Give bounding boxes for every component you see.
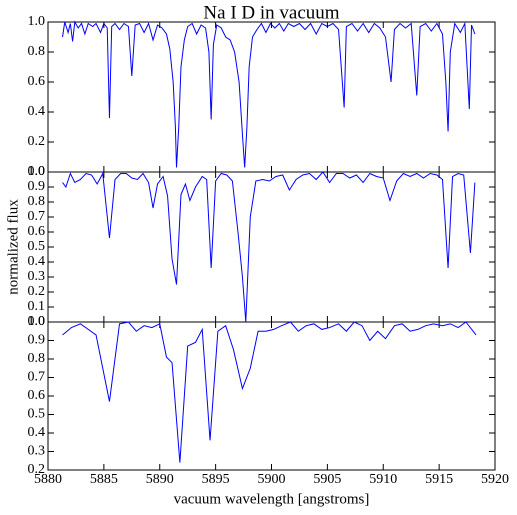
spectrum-line (62, 321, 477, 463)
y-tick-label: 0.5 (28, 239, 46, 254)
y-tick-label: 0.4 (28, 425, 46, 440)
x-tick-label: 5895 (202, 472, 230, 487)
x-tick-label: 5900 (258, 472, 286, 487)
y-tick-label: 0.3 (28, 444, 46, 459)
y-tick-label: 0.5 (28, 407, 46, 422)
y-tick-label: 0.2 (28, 134, 46, 149)
x-tick-label: 5890 (146, 472, 174, 487)
y-tick-label: 0.4 (28, 104, 46, 119)
y-tick-label: 0.7 (28, 370, 46, 385)
x-tick-label: 5915 (425, 472, 453, 487)
y-tick-label: 0.2 (28, 284, 46, 299)
panel-frame (47, 171, 496, 323)
y-tick-label: 0.7 (28, 209, 46, 224)
y-tick-label: 0.4 (28, 254, 46, 269)
y-tick-label: 0.0 (28, 314, 46, 329)
panel-frame (47, 321, 496, 471)
y-tick-label: 0.6 (28, 224, 46, 239)
spectrum-line (62, 171, 476, 323)
x-tick-label: 5905 (313, 472, 341, 487)
y-tick-label: 0.3 (28, 269, 46, 284)
y-tick-label: 1.0 (28, 164, 46, 179)
x-tick-label: 5880 (34, 472, 62, 487)
y-tick-label: 0.9 (28, 333, 46, 348)
x-tick-label: 5885 (90, 472, 118, 487)
y-tick-label: 0.6 (28, 388, 46, 403)
x-axis-label: vacuum wavelength [angstroms] (174, 491, 370, 507)
chart-title: Na I D in vacuum (203, 2, 339, 23)
y-tick-label: 0.6 (28, 74, 46, 89)
spectrum-line (62, 20, 476, 168)
y-tick-label: 0.9 (28, 179, 46, 194)
y-tick-label: 1.0 (28, 314, 46, 329)
panel-frame (47, 21, 496, 173)
y-tick-label: 0.8 (28, 194, 46, 209)
y-tick-label: 0.8 (28, 44, 46, 59)
y-tick-label: 0.8 (28, 351, 46, 366)
y-tick-label: 0.2 (28, 462, 46, 477)
y-tick-label: 1.0 (28, 14, 46, 29)
x-tick-label: 5920 (481, 472, 509, 487)
x-tick-label: 5910 (369, 472, 397, 487)
y-tick-label: 0.1 (28, 299, 46, 314)
y-tick-label: 0.0 (28, 164, 46, 179)
y-axis-label: normalized flux (5, 199, 21, 295)
